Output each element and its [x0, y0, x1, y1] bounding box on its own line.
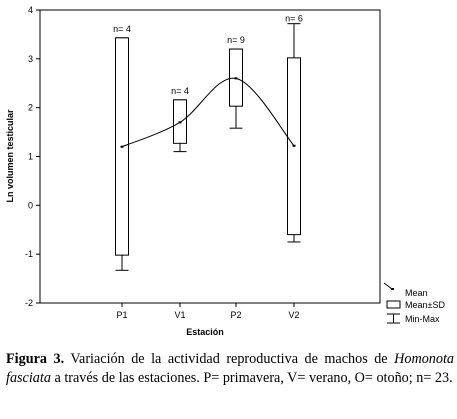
legend-label-min-max: Min-Max [405, 314, 440, 324]
caption-text-1: Variación de la actividad reproductiva d… [64, 351, 395, 367]
x-axis-title: Estación [186, 327, 224, 337]
boxes [115, 23, 301, 271]
mean-marker [234, 77, 238, 80]
n-labels: n= 4 n= 4 n= 9 n= 6 [113, 14, 303, 96]
y-tick-label: 1 [28, 152, 33, 162]
legend-label-mean-sd: Mean±SD [405, 300, 445, 310]
legend: Mean Mean±SD Min-Max [383, 282, 445, 324]
caption-text-2: a través de las estaciones. P= primavera… [50, 370, 453, 386]
box-p2 [229, 48, 243, 129]
x-tick-label: V1 [174, 310, 185, 320]
y-tick-label: 3 [28, 54, 33, 64]
box-v2 [287, 23, 301, 243]
x-tick-label: V2 [288, 310, 299, 320]
box-v1 [173, 99, 187, 153]
mean-marker [178, 121, 182, 124]
y-tick-label: -2 [25, 298, 33, 308]
box-p1 [115, 37, 129, 271]
y-tick-label: 2 [28, 103, 33, 113]
mean-marker [292, 144, 296, 147]
mean-markers [120, 77, 296, 148]
y-tick-label: 4 [28, 5, 33, 15]
y-tick-label: 0 [28, 200, 33, 210]
legend-item-mean-sd: Mean±SD [386, 300, 445, 310]
x-tick-label: P1 [116, 310, 127, 320]
caption-species: Homonota fasciata [6, 351, 455, 386]
legend-item-min-max: Min-Max [387, 313, 440, 324]
y-axis-title: Ln volumen testicular [5, 109, 15, 203]
caption-figure-label: Figura 3. [6, 351, 65, 367]
mean-trend-curve [121, 77, 295, 148]
n-label-p1: n= 4 [113, 24, 131, 34]
n-label-v2: n= 6 [285, 14, 303, 24]
legend-item-mean: Mean [383, 282, 428, 298]
y-axis: -2 -1 0 1 2 3 4 [25, 5, 40, 308]
mean-marker [120, 145, 124, 148]
y-tick-label: -1 [25, 249, 33, 259]
plot-area [39, 9, 381, 304]
legend-label-mean: Mean [405, 288, 428, 298]
n-label-v1: n= 4 [171, 86, 189, 96]
x-tick-label: P2 [230, 310, 241, 320]
n-label-p2: n= 9 [227, 35, 245, 45]
x-axis: P1 V1 P2 V2 [116, 303, 300, 320]
box-plot-chart: -2 -1 0 1 2 3 4 P1 V1 P2 V2 n= 4 n= 4 n= 9 n= 6 Ln v… [5, 5, 445, 337]
figure-caption: Figura 3. Variación de la actividad repr… [6, 350, 454, 388]
